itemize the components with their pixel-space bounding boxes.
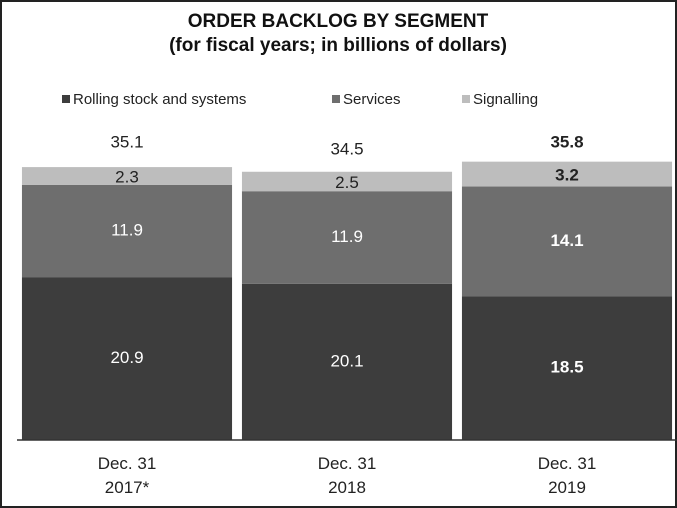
x-tick-label: Dec. 31 2019 xyxy=(537,454,597,497)
total-label: 35.8 xyxy=(550,132,583,151)
data-label: 18.5 xyxy=(550,358,583,377)
data-label: 2.3 xyxy=(115,168,139,187)
bar-segment xyxy=(241,171,453,192)
legend-label: Signalling xyxy=(473,91,538,108)
legend-label: Rolling stock and systems xyxy=(73,91,246,108)
legend-swatch xyxy=(332,95,340,103)
chart-subtitle: (for fiscal years; in billions of dollar… xyxy=(169,35,507,56)
total-label: 35.1 xyxy=(110,132,143,151)
x-tick-label: Dec. 31 2017* xyxy=(97,454,157,497)
data-label: 14.1 xyxy=(550,231,583,250)
bar-segment xyxy=(21,167,233,185)
bar-segment xyxy=(461,186,673,297)
bar-segment xyxy=(21,277,233,440)
chart-title: ORDER BACKLOG BY SEGMENT xyxy=(188,11,489,32)
data-label: 20.1 xyxy=(330,351,363,370)
data-label: 11.9 xyxy=(331,227,363,246)
legend-label: Services xyxy=(343,91,401,108)
total-label: 34.5 xyxy=(330,139,363,158)
bar-segment xyxy=(241,283,453,440)
bar-segment xyxy=(241,191,453,284)
data-label: 3.2 xyxy=(555,166,579,185)
x-tick-label: Dec. 31 2018 xyxy=(317,454,377,497)
legend-swatch xyxy=(62,95,70,103)
legend-swatch xyxy=(462,95,470,103)
data-label: 20.9 xyxy=(110,348,143,367)
bar-segment xyxy=(461,161,673,187)
bar-segment xyxy=(461,296,673,440)
data-label: 2.5 xyxy=(335,173,359,192)
bar-segment xyxy=(21,184,233,278)
data-label: 11.9 xyxy=(111,221,143,240)
